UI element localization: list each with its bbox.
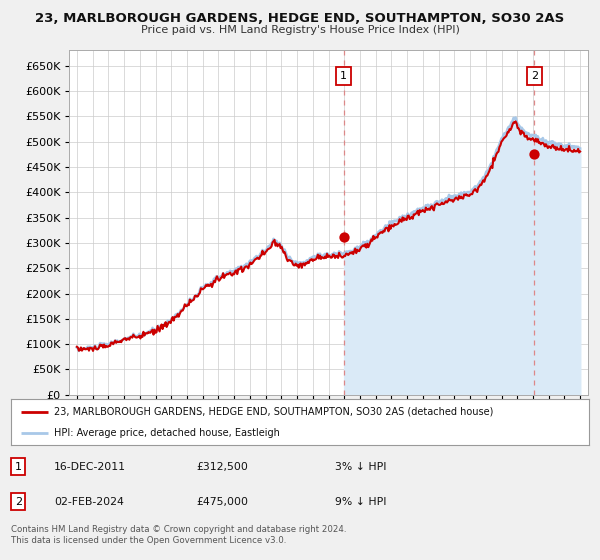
Text: 9% ↓ HPI: 9% ↓ HPI: [335, 497, 386, 507]
Text: 23, MARLBOROUGH GARDENS, HEDGE END, SOUTHAMPTON, SO30 2AS (detached house): 23, MARLBOROUGH GARDENS, HEDGE END, SOUT…: [54, 407, 494, 417]
Point: [530, 150, 539, 158]
Text: Price paid vs. HM Land Registry's House Price Index (HPI): Price paid vs. HM Land Registry's House …: [140, 25, 460, 35]
Text: £312,500: £312,500: [196, 461, 248, 472]
Text: 1: 1: [15, 461, 22, 472]
Text: Contains HM Land Registry data © Crown copyright and database right 2024.
This d: Contains HM Land Registry data © Crown c…: [11, 525, 346, 545]
Point: [339, 232, 349, 241]
Text: HPI: Average price, detached house, Eastleigh: HPI: Average price, detached house, East…: [54, 428, 280, 438]
Text: 3% ↓ HPI: 3% ↓ HPI: [335, 461, 386, 472]
Text: 2: 2: [531, 71, 538, 81]
Text: 2: 2: [15, 497, 22, 507]
Text: £475,000: £475,000: [196, 497, 248, 507]
Text: 02-FEB-2024: 02-FEB-2024: [54, 497, 124, 507]
Text: 23, MARLBOROUGH GARDENS, HEDGE END, SOUTHAMPTON, SO30 2AS: 23, MARLBOROUGH GARDENS, HEDGE END, SOUT…: [35, 12, 565, 25]
Text: 16-DEC-2011: 16-DEC-2011: [54, 461, 126, 472]
Text: 1: 1: [340, 71, 347, 81]
